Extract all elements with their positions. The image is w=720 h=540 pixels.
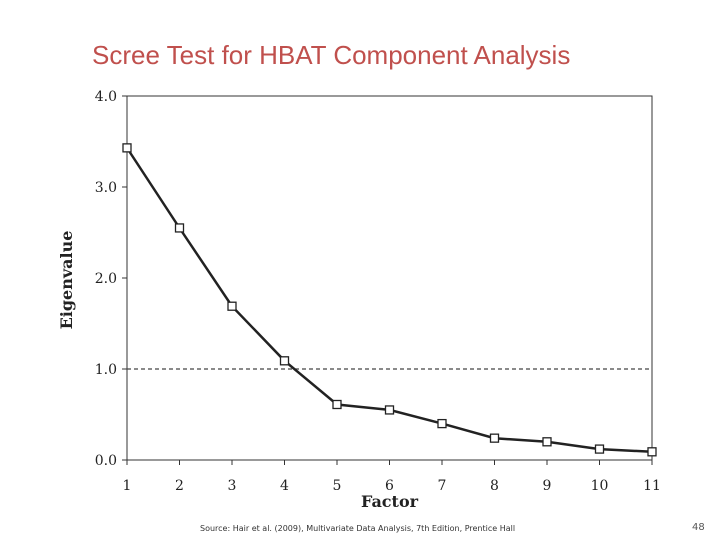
data-point-marker: [384, 405, 395, 415]
x-tick-label: 8: [490, 478, 499, 494]
source-note: Source: Hair et al. (2009), Multivariate…: [200, 524, 516, 533]
data-point-marker: [122, 143, 132, 153]
data-point-marker: [227, 301, 237, 311]
x-axis-title: Factor: [361, 492, 419, 511]
data-point-marker: [174, 223, 185, 233]
data-point-marker: [542, 437, 552, 447]
y-tick-label: 1.0: [95, 362, 117, 378]
x-tick-label: 4: [280, 478, 289, 494]
x-tick-label: 7: [438, 478, 447, 494]
y-tick-label: 0.0: [95, 453, 117, 469]
x-tick-label: 3: [228, 478, 237, 494]
data-point-marker: [594, 444, 605, 454]
x-tick-label: 1: [123, 478, 132, 494]
y-tick-label: 3.0: [95, 180, 117, 196]
y-axis-title: Eigenvalue: [57, 231, 76, 330]
page-number: 48: [692, 522, 705, 533]
data-point-marker: [332, 399, 342, 410]
data-point-marker: [437, 418, 447, 429]
data-point-marker: [279, 356, 290, 366]
x-tick-label: 11: [643, 478, 661, 494]
y-tick-label: 4.0: [95, 89, 117, 105]
x-tick-label: 9: [543, 478, 552, 494]
data-point-marker: [647, 447, 657, 457]
x-tick-label: 2: [175, 478, 184, 494]
slide-title: Scree Test for HBAT Component Analysis: [92, 40, 571, 70]
x-tick-label: 5: [333, 478, 342, 494]
x-tick-label: 6: [385, 478, 394, 494]
data-point-marker: [489, 433, 500, 443]
y-tick-label: 2.0: [95, 271, 117, 287]
x-tick-label: 10: [591, 478, 609, 494]
